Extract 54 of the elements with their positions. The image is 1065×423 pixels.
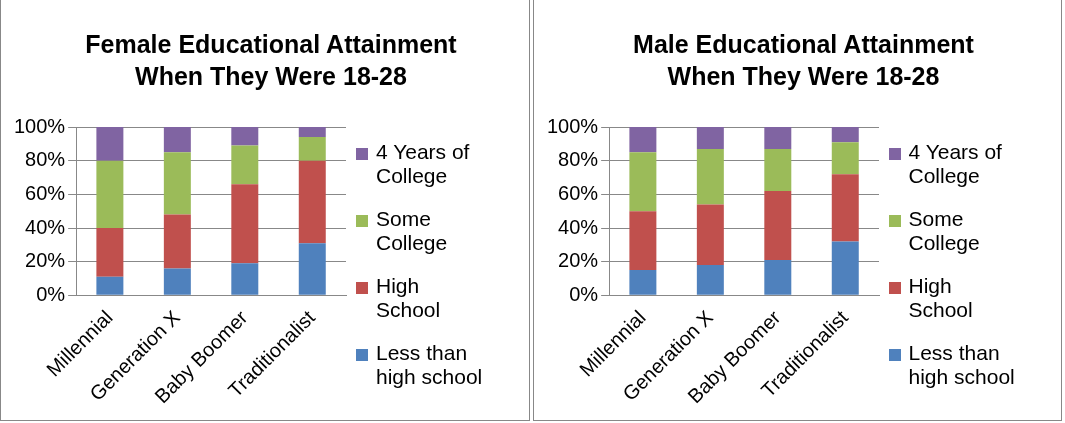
bar — [696, 265, 724, 295]
y-tick-label: 60% — [557, 181, 598, 204]
chart-title: Female Educational Attainment When They Were 18-28 — [84, 29, 458, 92]
bar — [298, 127, 326, 138]
bar — [231, 184, 259, 264]
bar — [763, 127, 791, 149]
legend-label: 4 Years of College — [376, 140, 471, 188]
bar — [628, 270, 656, 295]
bar — [763, 260, 791, 295]
bar — [831, 174, 859, 242]
y-tick-label: 60% — [25, 181, 66, 204]
bar — [231, 145, 259, 185]
y-tick-label: 100% — [546, 114, 598, 137]
bar — [763, 190, 791, 260]
bar — [696, 127, 724, 149]
bar — [163, 127, 191, 153]
bar — [298, 243, 326, 295]
y-tick-label: 100% — [14, 114, 66, 137]
legend-label: High School — [376, 274, 442, 322]
y-tick-label: 0% — [36, 282, 66, 305]
bar — [163, 152, 191, 215]
bar — [763, 148, 791, 191]
bar — [231, 263, 259, 295]
legend-label: 4 Years of College — [908, 140, 1003, 188]
legend-label: Less than high school — [908, 341, 1016, 389]
bar — [696, 148, 724, 205]
bar — [298, 137, 326, 161]
legend-label: Less than high school — [376, 341, 484, 389]
y-tick-label: 40% — [25, 215, 66, 238]
y-tick-label: 80% — [25, 148, 66, 171]
bar — [96, 276, 124, 295]
y-tick-label: 20% — [557, 249, 598, 272]
y-tick-label: 0% — [568, 282, 598, 305]
chart-title: Male Educational Attainment When They Were 18-28 — [632, 29, 975, 92]
bar — [628, 127, 656, 153]
bar — [628, 152, 656, 212]
bar — [831, 127, 859, 143]
bar — [163, 268, 191, 295]
y-tick-label: 40% — [557, 215, 598, 238]
y-tick-label: 20% — [25, 249, 66, 272]
bar — [96, 228, 124, 277]
bar — [96, 160, 124, 229]
bar — [231, 127, 259, 146]
bar — [696, 204, 724, 266]
legend-label: Some College — [908, 207, 981, 255]
bar — [831, 142, 859, 175]
legend-label: High School — [908, 274, 974, 322]
y-tick-label: 80% — [557, 148, 598, 171]
bar — [628, 211, 656, 271]
bar — [163, 214, 191, 269]
bar — [831, 241, 859, 295]
legend-label: Some College — [376, 207, 449, 255]
bar — [298, 160, 326, 244]
bar — [96, 127, 124, 161]
